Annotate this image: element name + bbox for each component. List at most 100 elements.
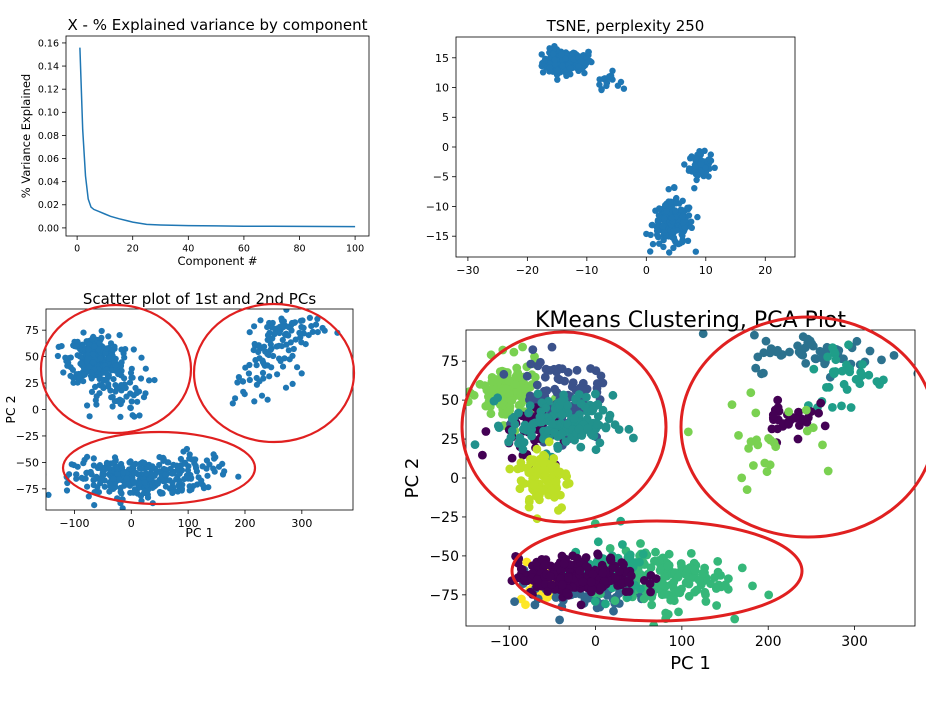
scatter-point	[761, 336, 771, 346]
scatter-point	[499, 369, 509, 379]
scatter-point	[661, 608, 671, 618]
scatter-point	[576, 442, 586, 452]
scatter-point	[785, 347, 794, 357]
scatter-point	[529, 480, 539, 490]
scatter-point	[750, 330, 759, 340]
scatter-point	[144, 494, 152, 501]
scatter-point	[204, 472, 211, 479]
x-tick-label: 200	[234, 517, 255, 530]
scatter-point	[162, 483, 169, 490]
scatter-point	[562, 55, 569, 62]
scatter-point	[285, 347, 292, 354]
scatter-point	[818, 440, 827, 450]
scatter-point	[110, 460, 117, 467]
scatter-point	[673, 194, 680, 202]
scatter-point	[828, 367, 838, 377]
scatter-point	[234, 379, 241, 386]
scatter-point	[557, 396, 566, 406]
scatter-point	[858, 360, 867, 369]
chart-title: TSNE, perplexity 250	[546, 17, 705, 35]
x-tick-label: 60	[238, 244, 250, 255]
scatter-point	[852, 336, 862, 346]
scatter-point	[807, 339, 816, 349]
scatter-point	[688, 153, 695, 160]
scatter-point	[268, 364, 275, 371]
y-tick-label: 25	[441, 432, 459, 448]
scatter-point	[186, 483, 193, 490]
x-tick-label: 200	[755, 634, 782, 650]
scatter-point	[85, 346, 92, 353]
scatter-point	[157, 490, 164, 497]
scatter-point	[519, 576, 529, 586]
scatter-point	[660, 229, 668, 236]
scatter-point	[78, 360, 85, 367]
scatter-point	[504, 437, 513, 447]
scatter-point	[646, 563, 656, 572]
scatter-point	[551, 477, 561, 487]
scatter-point	[122, 346, 129, 353]
y-tick-label: 0.06	[38, 154, 59, 165]
scatter-point	[169, 479, 176, 486]
scatter-point	[102, 350, 109, 357]
scatter-point	[46, 491, 52, 498]
scatter-point	[626, 571, 636, 581]
scatter-point	[84, 453, 91, 460]
scatter-point	[67, 354, 74, 361]
scatter-point	[119, 505, 126, 510]
scatter-point	[130, 346, 137, 353]
scatter-point	[679, 213, 687, 220]
scatter-point	[591, 389, 600, 399]
scatter-point	[69, 366, 76, 373]
scatter-point	[588, 405, 598, 415]
annotation-circle	[679, 315, 926, 539]
annotation-circle	[510, 519, 804, 623]
scatter-point	[156, 461, 163, 469]
scatter-point	[278, 317, 286, 324]
scatter-point	[679, 232, 686, 239]
scatter-point	[97, 355, 104, 362]
scatter-point	[114, 397, 121, 405]
scatter-point	[126, 379, 134, 386]
scatter-point	[151, 377, 158, 384]
scatter-point	[118, 382, 125, 389]
scatter-point	[470, 440, 480, 449]
scatter-point	[681, 224, 688, 231]
scatter-point	[525, 391, 535, 401]
scatter-point	[106, 355, 113, 362]
scatter-point	[540, 560, 550, 570]
chart-panel-2: TSNE, perplexity 250 −30 −20 −10 0 10 20 −15 −10…	[426, 17, 796, 277]
scatter-point	[294, 364, 301, 371]
scatter-point	[701, 597, 711, 606]
scatter-point	[798, 350, 808, 360]
scatter-point	[118, 359, 125, 366]
scatter-point	[586, 577, 596, 587]
scatter-point	[751, 363, 761, 373]
scatter-point	[593, 420, 602, 429]
scatter-point	[253, 381, 260, 388]
scatter-point	[105, 333, 112, 340]
scatter-point	[581, 562, 591, 571]
scatter-point	[784, 419, 793, 429]
scatter-point	[250, 347, 257, 354]
scatter-point	[117, 413, 124, 420]
scatter-point	[659, 223, 667, 230]
scatter-point	[84, 355, 91, 363]
plot-data	[466, 330, 915, 626]
scatter-point	[229, 400, 236, 407]
scatter-point	[221, 468, 228, 475]
scatter-point	[16, 474, 22, 480]
scatter-point	[81, 371, 88, 378]
scatter-point	[577, 57, 585, 65]
scatter-point	[596, 583, 606, 592]
scatter-point	[679, 219, 687, 226]
scatter-point	[291, 319, 298, 326]
scatter-point	[759, 348, 769, 358]
scatter-point	[610, 596, 620, 606]
scatter-point	[608, 390, 618, 400]
scatter-point	[590, 597, 600, 606]
y-axis-label: PC 2	[402, 458, 423, 499]
scatter-point	[146, 377, 153, 384]
scatter-point	[663, 561, 673, 571]
scatter-point	[694, 213, 701, 221]
scatter-point	[86, 341, 93, 348]
